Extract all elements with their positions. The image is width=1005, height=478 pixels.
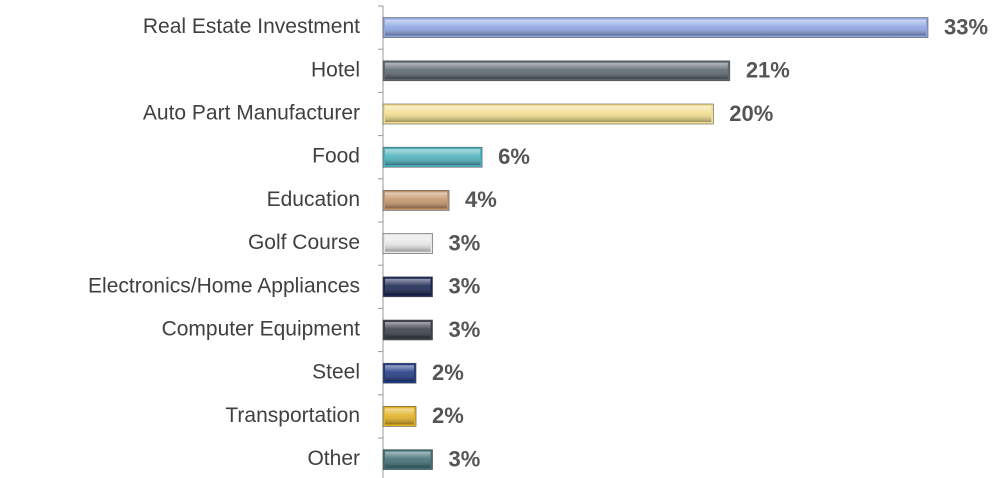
bar-bevel: [385, 451, 431, 468]
bar-bevel: [385, 235, 431, 252]
value-label: 2%: [432, 360, 464, 385]
bar-bevel: [385, 62, 728, 79]
bar-bevel: [385, 19, 926, 36]
bar-bevel: [385, 192, 448, 209]
value-label: 4%: [465, 187, 497, 212]
category-label: Steel: [312, 361, 360, 384]
bar-bevel: [385, 278, 431, 295]
category-label: Food: [312, 145, 360, 168]
value-label: 3%: [449, 274, 481, 299]
value-label: 21%: [746, 58, 790, 83]
value-label: 20%: [729, 101, 773, 126]
category-label: Real Estate Investment: [143, 15, 360, 38]
value-label: 3%: [449, 446, 481, 471]
category-label: Education: [267, 188, 360, 211]
value-label: 33%: [944, 14, 988, 39]
category-label: Other: [307, 447, 360, 470]
bar-bevel: [385, 365, 415, 382]
category-label: Auto Part Manufacturer: [143, 102, 360, 125]
category-label: Electronics/Home Appliances: [88, 274, 360, 297]
category-label: Transportation: [225, 404, 360, 427]
bar-bevel: [385, 149, 481, 166]
bar-bevel: [385, 322, 431, 338]
category-label: Golf Course: [248, 231, 360, 254]
value-label: 3%: [449, 317, 481, 342]
category-label: Computer Equipment: [162, 318, 361, 341]
value-label: 2%: [432, 403, 464, 428]
category-label: Hotel: [311, 58, 360, 81]
value-label: 3%: [449, 230, 481, 255]
value-label: 6%: [498, 144, 530, 169]
bar-bevel: [385, 106, 712, 122]
bar-bevel: [385, 408, 415, 425]
